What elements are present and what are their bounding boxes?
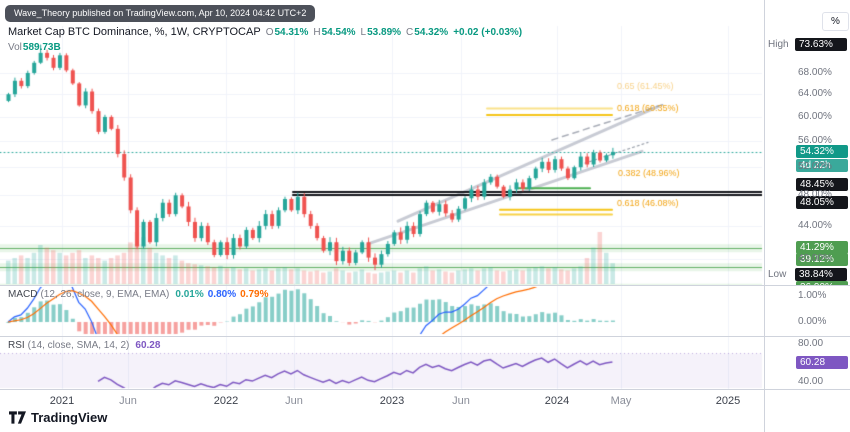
level-badge-1: 39.12% bbox=[796, 253, 848, 267]
close-label: C bbox=[406, 27, 414, 38]
macd-axis-tick: 0.00% bbox=[798, 316, 827, 327]
low-price-badge: 38.84% bbox=[795, 267, 847, 281]
price-axis-tick: 68.00% bbox=[798, 66, 832, 78]
macd-line-value: 0.80% bbox=[207, 289, 237, 300]
line-badge-1: 48.05% bbox=[796, 195, 848, 209]
high-label: H bbox=[313, 27, 321, 38]
level-badge-0: 41.29% bbox=[796, 241, 848, 255]
macd-title[interactable]: MACD bbox=[8, 289, 38, 300]
volume-value: 589.73B bbox=[22, 42, 61, 53]
tradingview-logo-icon bbox=[9, 411, 26, 424]
rsi-title[interactable]: RSI bbox=[8, 340, 25, 351]
time-axis[interactable]: 2021 Jun 2022 Jun 2023 Jun 2024 May 2025 bbox=[0, 390, 764, 416]
time-axis-label: May bbox=[610, 395, 632, 407]
price-axis-tick: 40.00% bbox=[798, 253, 832, 265]
price-axis-tick: 52.00% bbox=[798, 161, 832, 173]
rsi-value-badge: 60.28 bbox=[796, 355, 848, 369]
unit-percent-button[interactable]: % bbox=[822, 12, 849, 31]
price-scale-main[interactable]: % High 73.63% 54.32% 4d 22h 48.45% 48.05… bbox=[765, 0, 850, 285]
level-badge-2: 36.90% bbox=[796, 280, 848, 285]
high-price-badge: 73.63% bbox=[795, 38, 847, 51]
rsi-axis-tick: 80.00 bbox=[798, 338, 824, 349]
price-axis-tick: 44.00% bbox=[798, 219, 832, 231]
rsi-legend: RSI (14, close, SMA, 14, 2) 60.28 bbox=[8, 340, 160, 351]
price-scale[interactable]: % High 73.63% 54.32% 4d 22h 48.45% 48.05… bbox=[764, 0, 850, 432]
time-axis-label: 2021 bbox=[49, 395, 75, 407]
price-axis-tick: 64.00% bbox=[798, 88, 832, 100]
pane-separator-time-axis bbox=[0, 389, 850, 390]
line-badge-0: 48.45% bbox=[796, 178, 848, 192]
countdown-badge: 4d 22h bbox=[796, 158, 848, 172]
publish-watermark: Wave_Theory published on TradingView.com… bbox=[5, 5, 316, 22]
close-value: 54.32% bbox=[414, 27, 449, 38]
tradingview-logo[interactable]: TradingView bbox=[9, 410, 107, 425]
tradingview-logo-text: TradingView bbox=[31, 410, 108, 425]
low-value: 53.89% bbox=[367, 27, 402, 38]
rsi-axis-tick: 40.00 bbox=[798, 376, 824, 387]
symbol-legend: Market Cap BTC Dominance, %, 1W, CRYPTOC… bbox=[8, 26, 522, 38]
macd-legend: MACD (12, 26, close, 9, EMA, EMA) 0.01% 0.8… bbox=[8, 289, 268, 300]
low-badge-row: Low 38.84% bbox=[765, 267, 850, 281]
open-label: O bbox=[265, 27, 274, 38]
rsi-params: (14, close, SMA, 14, 2) bbox=[27, 340, 130, 351]
high-prefix-label: High bbox=[768, 39, 789, 50]
open-value: 54.31% bbox=[274, 27, 309, 38]
price-axis-tick: 56.00% bbox=[798, 135, 832, 147]
high-value: 54.54% bbox=[321, 27, 356, 38]
volume-legend: Vol589.73B bbox=[8, 41, 61, 53]
pane-separator-macd-rsi[interactable] bbox=[0, 336, 850, 337]
last-price-badge: 54.32% bbox=[796, 144, 848, 158]
macd-histogram-value: 0.01% bbox=[175, 289, 204, 300]
time-axis-label: Jun bbox=[119, 395, 137, 407]
price-axis-tick: 60.00% bbox=[798, 110, 832, 122]
low-label: L bbox=[360, 27, 367, 38]
time-axis-label: 2022 bbox=[213, 395, 239, 407]
macd-axis-tick: 1.00% bbox=[798, 290, 827, 301]
time-axis-label: 2025 bbox=[715, 395, 741, 407]
pane-separator-price-macd[interactable] bbox=[0, 285, 850, 286]
time-axis-label: 2023 bbox=[379, 395, 405, 407]
time-axis-label: Jun bbox=[285, 395, 303, 407]
macd-signal-value: 0.79% bbox=[240, 289, 269, 300]
rsi-value: 60.28 bbox=[135, 340, 161, 351]
price-axis-tick: 48.00% bbox=[798, 189, 832, 201]
macd-params: (12, 26, close, 9, EMA, EMA) bbox=[40, 289, 170, 300]
symbol-title[interactable]: Market Cap BTC Dominance, %, 1W, CRYPTOC… bbox=[8, 26, 261, 38]
time-axis-label: Jun bbox=[452, 395, 470, 407]
low-prefix-label: Low bbox=[768, 268, 787, 280]
volume-label: Vol bbox=[8, 42, 22, 53]
high-badge-row: High 73.63% bbox=[765, 38, 850, 51]
change-value: +0.02 (+0.03%) bbox=[453, 27, 523, 38]
time-axis-label: 2024 bbox=[544, 395, 570, 407]
